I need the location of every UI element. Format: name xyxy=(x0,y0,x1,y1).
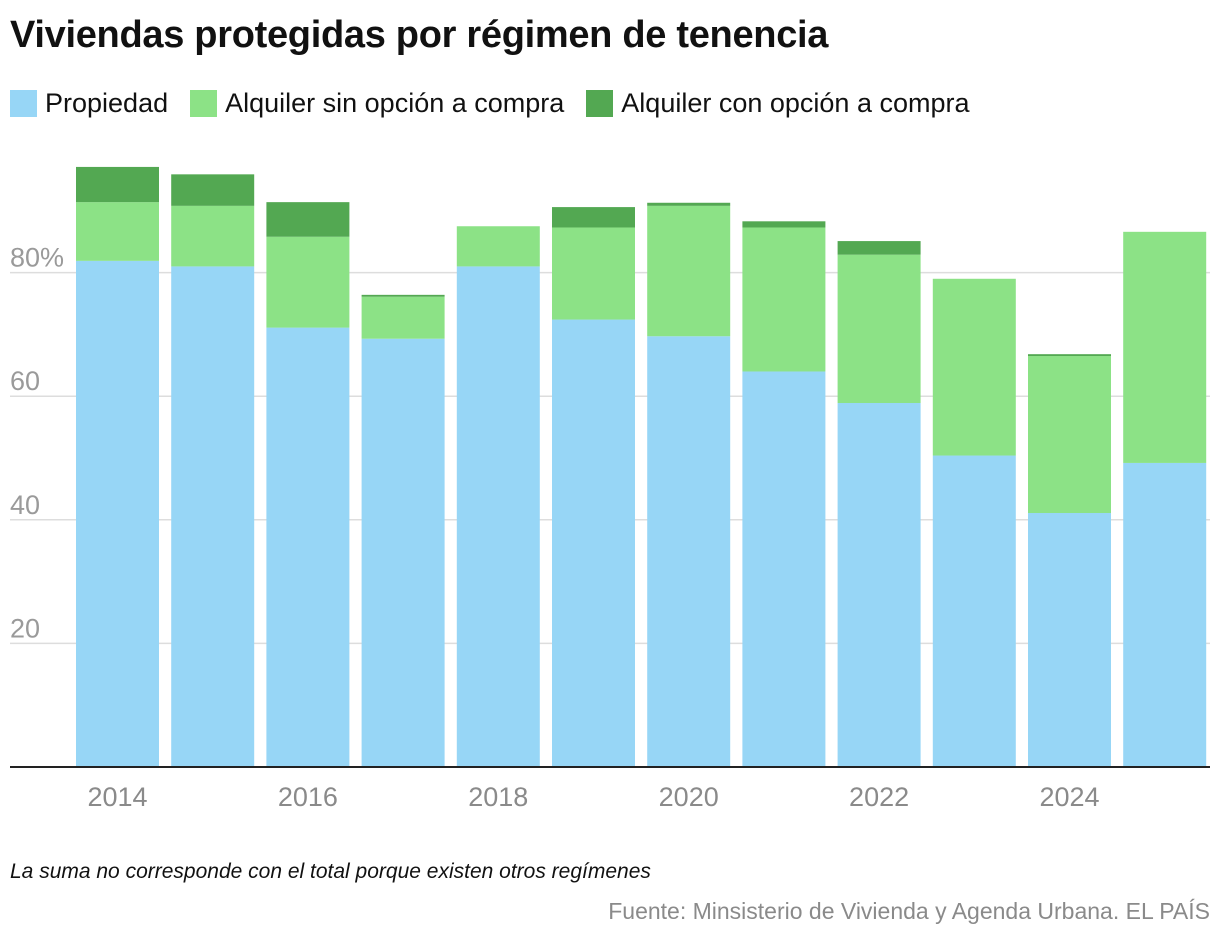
bar-2023-series-1 xyxy=(932,455,1016,767)
legend-label-alquiler-con-opcion: Alquiler con opción a compra xyxy=(621,88,970,118)
bar-2014-series-2 xyxy=(76,202,159,261)
bar-2020-series-3 xyxy=(647,202,731,206)
bar-2025-series-1 xyxy=(1123,462,1207,767)
x-axis-labels: 2014 2016 2018 2020 2022 2024 xyxy=(87,782,1099,812)
bar-2018-series-2 xyxy=(456,226,540,267)
bar-2020-series-2 xyxy=(647,205,731,337)
bar-2024-series-2 xyxy=(1028,356,1111,514)
legend-item-alquiler-con-opcion: Alquiler con opción a compra xyxy=(586,88,970,119)
y-tick-label-80: 80% xyxy=(10,243,64,273)
bar-2025-series-2 xyxy=(1123,231,1207,463)
bar-2019-series-3 xyxy=(552,207,635,228)
bar-2024-series-3 xyxy=(1028,354,1111,357)
x-tick-label-2014: 2014 xyxy=(87,782,147,812)
legend-swatch-alquiler-con-opcion xyxy=(586,90,614,117)
bar-2016-series-3 xyxy=(266,202,350,237)
bar-2015-series-3 xyxy=(171,174,255,206)
bar-2022-series-2 xyxy=(837,254,921,403)
y-tick-label-60: 60 xyxy=(10,366,40,396)
y-tick-label-40: 40 xyxy=(10,490,40,520)
bar-2014-series-3 xyxy=(76,166,159,203)
y-axis-labels: 20 40 60 80% xyxy=(10,243,64,644)
bar-2020-series-1 xyxy=(647,336,731,767)
bar-2016-series-2 xyxy=(266,236,350,328)
bar-2023-series-2 xyxy=(932,278,1016,456)
bar-2017-series-1 xyxy=(361,338,445,767)
bar-2016-series-1 xyxy=(266,327,350,767)
legend-item-propiedad: Propiedad xyxy=(10,88,168,119)
chart-title: Viviendas protegidas por régimen de tene… xyxy=(10,14,829,56)
x-tick-label-2016: 2016 xyxy=(278,782,338,812)
x-tick-label-2022: 2022 xyxy=(849,782,909,812)
legend-swatch-alquiler-sin-opcion xyxy=(190,90,218,117)
bar-2021-series-3 xyxy=(742,221,826,228)
legend: Propiedad Alquiler sin opción a compra A… xyxy=(10,88,992,119)
bar-2017-series-2 xyxy=(361,296,445,339)
bar-2015-series-2 xyxy=(171,205,255,267)
bar-2022-series-3 xyxy=(837,241,921,255)
bar-2021-series-2 xyxy=(742,227,826,372)
bars xyxy=(76,166,1207,767)
legend-label-alquiler-sin-opcion: Alquiler sin opción a compra xyxy=(225,88,565,118)
bar-2014-series-1 xyxy=(76,260,159,767)
bar-2019-series-1 xyxy=(552,319,635,767)
legend-swatch-propiedad xyxy=(10,90,37,117)
x-tick-label-2024: 2024 xyxy=(1039,782,1099,812)
bar-2021-series-1 xyxy=(742,371,826,767)
legend-label-propiedad: Propiedad xyxy=(45,88,169,118)
bar-2017-series-3 xyxy=(361,294,445,297)
bar-2022-series-1 xyxy=(837,402,921,767)
y-tick-label-20: 20 xyxy=(10,613,40,643)
bar-2019-series-2 xyxy=(552,227,635,320)
bar-2024-series-1 xyxy=(1028,513,1111,767)
x-tick-label-2018: 2018 xyxy=(468,782,528,812)
footnote: La suma no corresponde con el total porq… xyxy=(10,860,651,883)
x-tick-label-2020: 2020 xyxy=(659,782,719,812)
bar-2015-series-1 xyxy=(171,266,255,767)
bar-2018-series-1 xyxy=(456,266,540,767)
legend-item-alquiler-sin-opcion: Alquiler sin opción a compra xyxy=(190,88,564,119)
source-credit: Fuente: Minsisterio de Vivienda y Agenda… xyxy=(608,898,1210,924)
